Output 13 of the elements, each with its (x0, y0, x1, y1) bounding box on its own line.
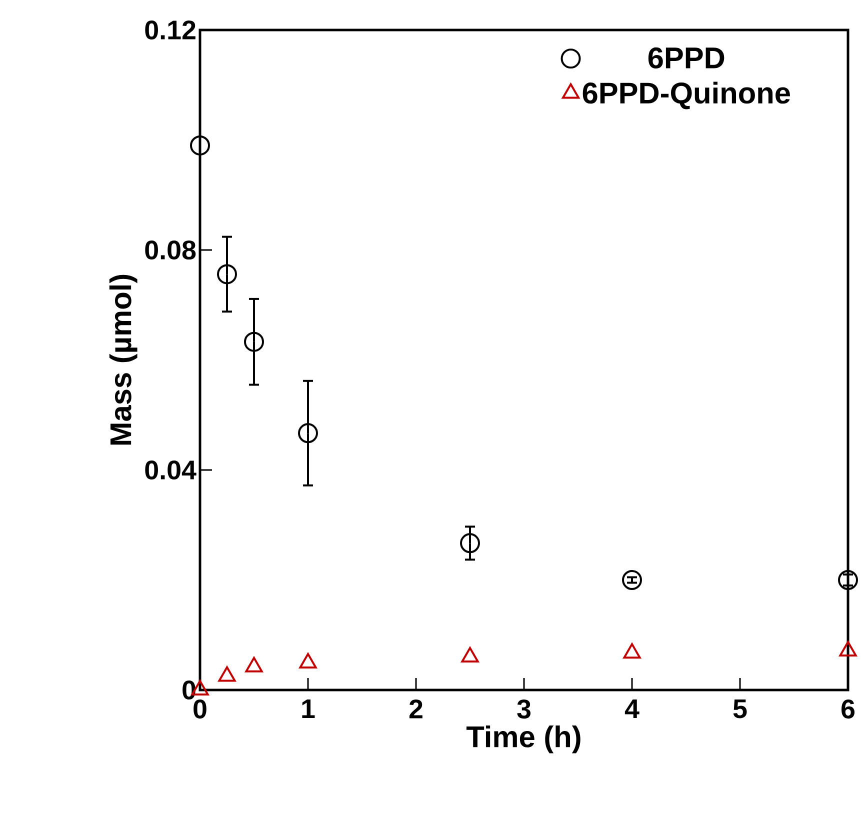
x-tick-label: 1 (302, 700, 315, 718)
x-tick-label: 3 (517, 700, 531, 719)
y-tick-label: 0.04 (145, 460, 196, 480)
x-axis-title: Time (h) (466, 725, 580, 754)
x-tick-label: 6 (842, 700, 855, 719)
y-tick-label: 0.08 (145, 240, 196, 260)
x-tick-label: 5 (733, 700, 747, 718)
x-tick-label: 4 (624, 700, 640, 718)
y-axis-title: Mass (µmol) (109, 274, 138, 445)
legend-label: 6PPD (648, 47, 724, 69)
legend-label: 6PPD-Quinone (582, 82, 790, 110)
y-tick-label: 0.12 (145, 20, 196, 40)
x-tick-label: 2 (409, 700, 422, 718)
